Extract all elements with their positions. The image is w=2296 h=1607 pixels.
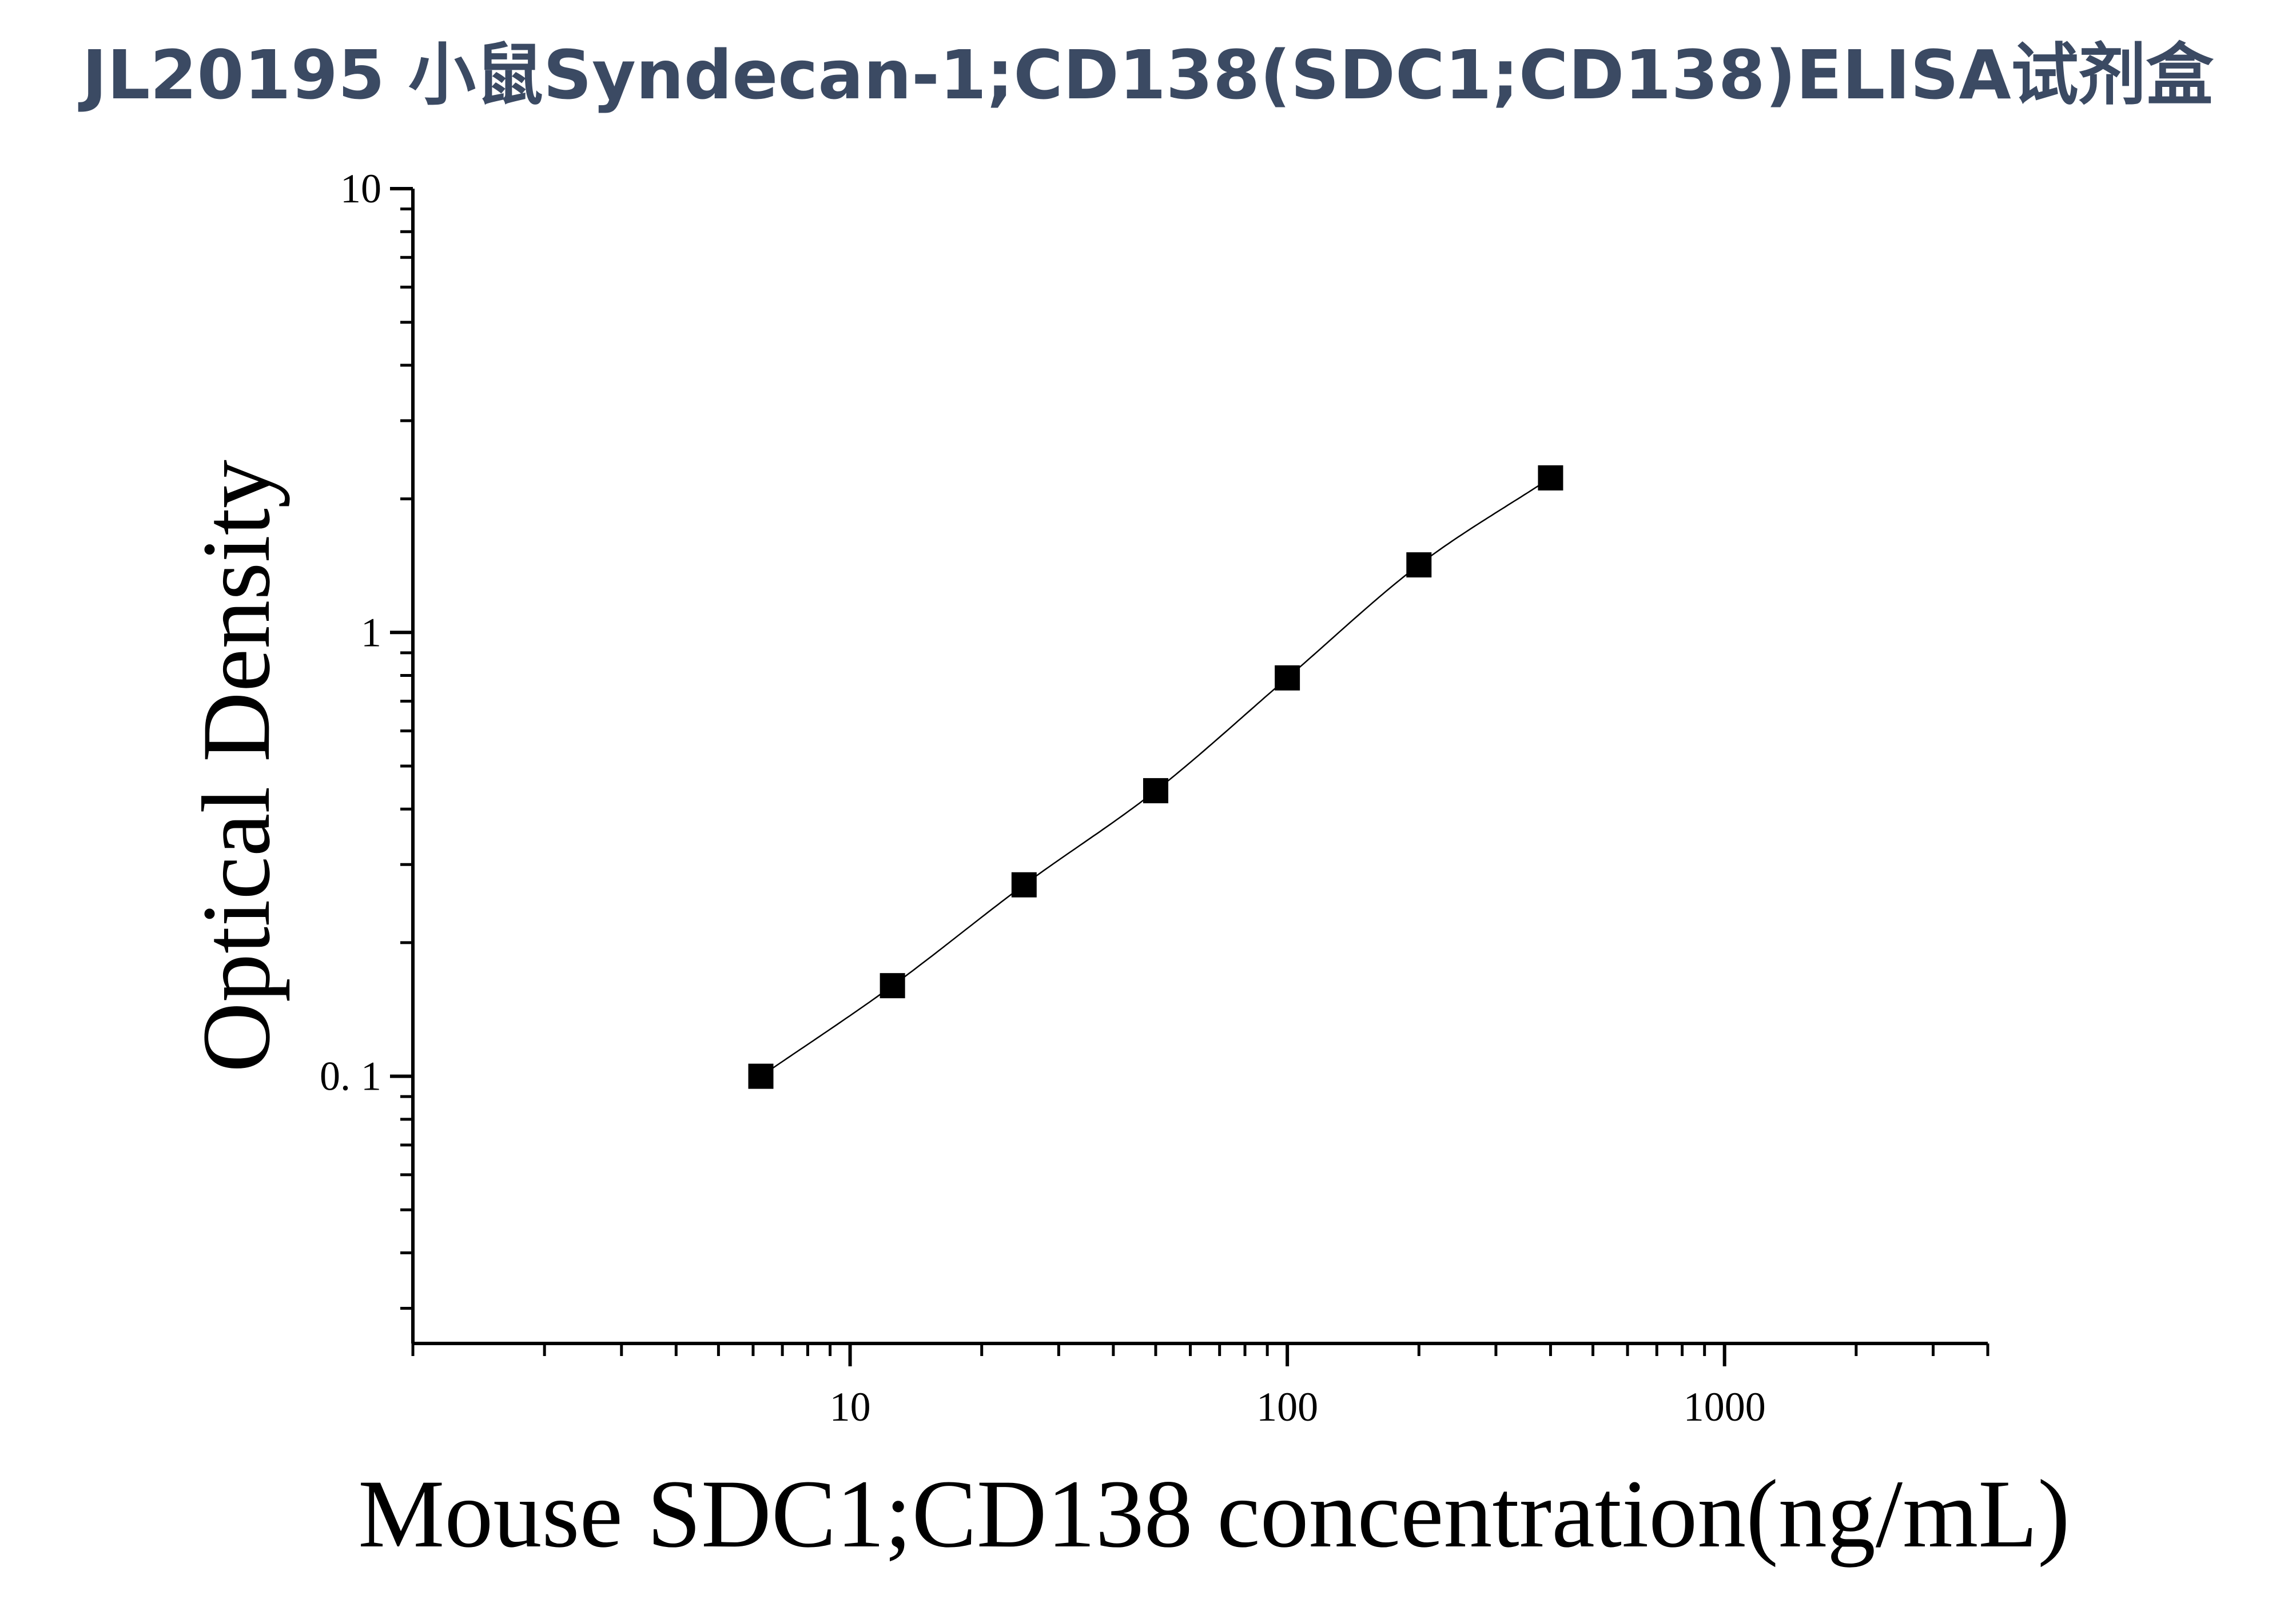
data-point — [1538, 465, 1563, 491]
chart-title: JL20195 小鼠Syndecan-1;CD138(SDC1;CD138)EL… — [78, 35, 2214, 114]
data-points — [748, 465, 1563, 1089]
data-point — [1406, 552, 1432, 578]
fit-curve-layer — [760, 477, 1551, 1077]
y-tick-label: 1 — [361, 609, 381, 655]
data-point — [1143, 778, 1168, 804]
x-tick-label: 10 — [830, 1384, 871, 1430]
y-tick-label: 0. 1 — [320, 1054, 381, 1099]
x-tick-label: 100 — [1256, 1384, 1318, 1430]
fit-curve — [760, 477, 1551, 1077]
y-tick-label: 10 — [340, 166, 381, 212]
x-axis-title: Mouse SDC1;CD138 concentration(ng/mL) — [358, 1460, 2070, 1568]
data-point — [748, 1063, 774, 1089]
data-point — [1011, 872, 1037, 898]
data-point — [1275, 665, 1300, 691]
axes: 10 100 1000 10 1 0. 1 — [320, 166, 1989, 1430]
y-axis-title: Optical Density — [182, 460, 290, 1072]
data-point — [880, 973, 905, 999]
x-tick-label: 1000 — [1684, 1384, 1766, 1430]
